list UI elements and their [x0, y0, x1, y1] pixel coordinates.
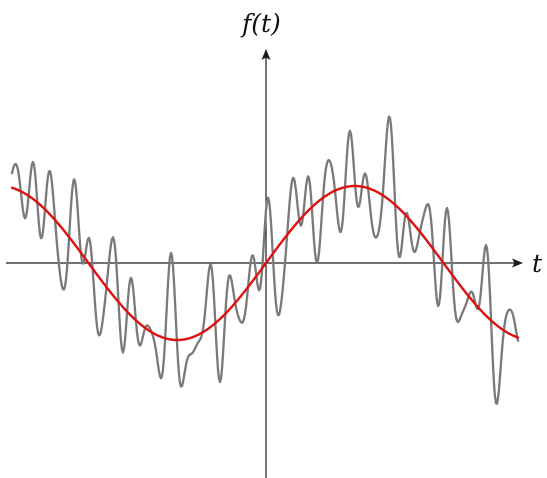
- y-axis-label: f(t): [240, 9, 281, 38]
- x-axis-arrow: [512, 258, 523, 268]
- x-axis-label: t: [532, 249, 543, 278]
- y-axis-arrow: [261, 49, 271, 60]
- noisy-signal-curve: [10, 115, 520, 405]
- smooth-signal-curve: [10, 184, 520, 342]
